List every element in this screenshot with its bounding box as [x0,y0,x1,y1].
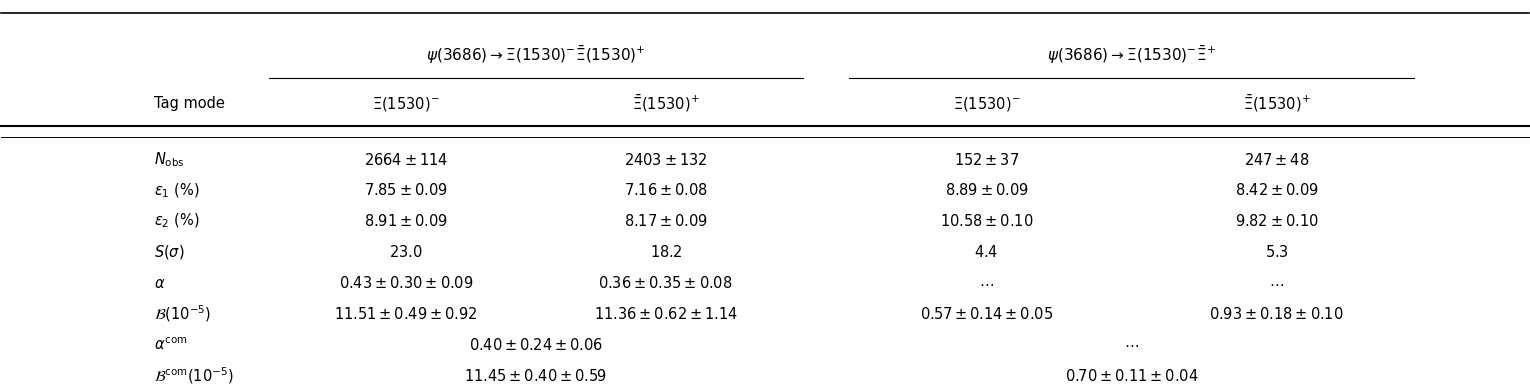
Text: $8.42 \pm 0.09$: $8.42 \pm 0.09$ [1235,182,1319,199]
Text: $\alpha^{\rm com}$: $\alpha^{\rm com}$ [155,337,188,353]
Text: $\psi(3686) \rightarrow \Xi(1530)^{-}\bar{\Xi}^{+}$: $\psi(3686) \rightarrow \Xi(1530)^{-}\ba… [1047,44,1216,67]
Text: $\psi(3686) \rightarrow \Xi(1530)^{-}\bar{\Xi}(1530)^{+}$: $\psi(3686) \rightarrow \Xi(1530)^{-}\ba… [425,44,646,67]
Text: $18.2$: $18.2$ [650,244,682,260]
Text: $\cdots$: $\cdots$ [979,276,995,291]
Text: $11.36 \pm 0.62 \pm 1.14$: $11.36 \pm 0.62 \pm 1.14$ [594,306,737,322]
Text: $8.89 \pm 0.09$: $8.89 \pm 0.09$ [944,182,1028,199]
Text: $S(\sigma)$: $S(\sigma)$ [155,243,185,261]
Text: $8.91 \pm 0.09$: $8.91 \pm 0.09$ [364,213,448,229]
Text: $\bar{\Xi}(1530)^{+}$: $\bar{\Xi}(1530)^{+}$ [632,93,699,114]
Text: $0.40 \pm 0.24 \pm 0.06$: $0.40 \pm 0.24 \pm 0.06$ [470,337,603,353]
Text: $247 \pm 48$: $247 \pm 48$ [1244,152,1310,168]
Text: $0.36 \pm 0.35 \pm 0.08$: $0.36 \pm 0.35 \pm 0.08$ [598,275,733,291]
Text: $N_{\rm obs}$: $N_{\rm obs}$ [155,150,185,169]
Text: $\epsilon_1\ (\%)$: $\epsilon_1\ (\%)$ [155,181,200,200]
Text: $5.3$: $5.3$ [1265,244,1288,260]
Text: $\mathcal{B}^{\rm com}(10^{-5})$: $\mathcal{B}^{\rm com}(10^{-5})$ [155,365,234,386]
Text: $7.85 \pm 0.09$: $7.85 \pm 0.09$ [364,182,448,199]
Text: $8.17 \pm 0.09$: $8.17 \pm 0.09$ [624,213,708,229]
Text: $\Xi(1530)^{-}$: $\Xi(1530)^{-}$ [953,95,1021,113]
Text: $11.45 \pm 0.40 \pm 0.59$: $11.45 \pm 0.40 \pm 0.59$ [465,368,607,384]
Text: Tag mode: Tag mode [155,96,225,111]
Text: $2403 \pm 132$: $2403 \pm 132$ [624,152,707,168]
Text: $\bar{\Xi}(1530)^{+}$: $\bar{\Xi}(1530)^{+}$ [1242,93,1310,114]
Text: $4.4$: $4.4$ [975,244,999,260]
Text: $\mathcal{B}(10^{-5})$: $\mathcal{B}(10^{-5})$ [155,303,211,324]
Text: $\alpha$: $\alpha$ [155,276,165,291]
Text: $23.0$: $23.0$ [389,244,422,260]
Text: $10.58 \pm 0.10$: $10.58 \pm 0.10$ [939,213,1033,229]
Text: $0.70 \pm 0.11 \pm 0.04$: $0.70 \pm 0.11 \pm 0.04$ [1065,368,1198,384]
Text: $9.82 \pm 0.10$: $9.82 \pm 0.10$ [1235,213,1319,229]
Text: $152 \pm 37$: $152 \pm 37$ [953,152,1019,168]
Text: $0.57 \pm 0.14 \pm 0.05$: $0.57 \pm 0.14 \pm 0.05$ [920,306,1053,322]
Text: $\cdots$: $\cdots$ [1268,276,1284,291]
Text: $7.16 \pm 0.08$: $7.16 \pm 0.08$ [624,182,708,199]
Text: $2664 \pm 114$: $2664 \pm 114$ [364,152,448,168]
Text: $\cdots$: $\cdots$ [1125,337,1138,352]
Text: $11.51 \pm 0.49 \pm 0.92$: $11.51 \pm 0.49 \pm 0.92$ [335,306,477,322]
Text: $0.93 \pm 0.18 \pm 0.10$: $0.93 \pm 0.18 \pm 0.10$ [1209,306,1343,322]
Text: $0.43 \pm 0.30 \pm 0.09$: $0.43 \pm 0.30 \pm 0.09$ [338,275,473,291]
Text: $\Xi(1530)^{-}$: $\Xi(1530)^{-}$ [372,95,439,113]
Text: $\epsilon_2\ (\%)$: $\epsilon_2\ (\%)$ [155,212,200,231]
